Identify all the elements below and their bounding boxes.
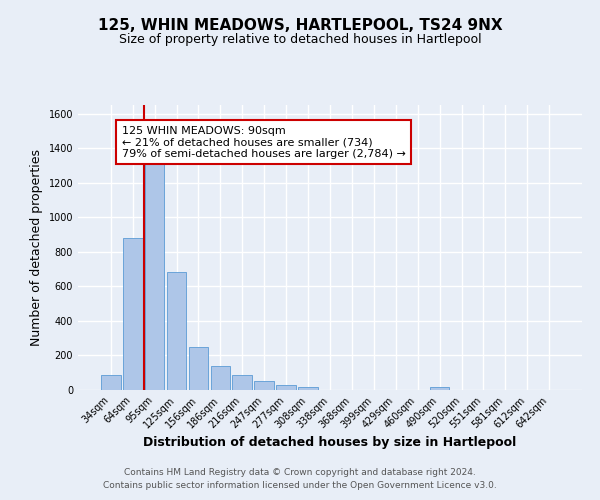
Bar [123,238,143,390]
Y-axis label: Number of detached properties: Number of detached properties [30,149,43,346]
Text: Contains public sector information licensed under the Open Government Licence v3: Contains public sector information licen… [103,480,497,490]
Bar [232,376,252,390]
Bar [430,386,449,390]
Text: Contains HM Land Registry data © Crown copyright and database right 2024.: Contains HM Land Registry data © Crown c… [124,468,476,477]
Bar [276,385,296,390]
Text: Distribution of detached houses by size in Hartlepool: Distribution of detached houses by size … [143,436,517,449]
Bar [298,386,318,390]
Bar [167,272,187,390]
Text: 125 WHIN MEADOWS: 90sqm
← 21% of detached houses are smaller (734)
79% of semi-d: 125 WHIN MEADOWS: 90sqm ← 21% of detache… [122,126,406,159]
Bar [211,366,230,390]
Bar [254,380,274,390]
Text: 125, WHIN MEADOWS, HARTLEPOOL, TS24 9NX: 125, WHIN MEADOWS, HARTLEPOOL, TS24 9NX [98,18,502,32]
Text: Size of property relative to detached houses in Hartlepool: Size of property relative to detached ho… [119,32,481,46]
Bar [101,376,121,390]
Bar [188,347,208,390]
Bar [145,162,164,390]
